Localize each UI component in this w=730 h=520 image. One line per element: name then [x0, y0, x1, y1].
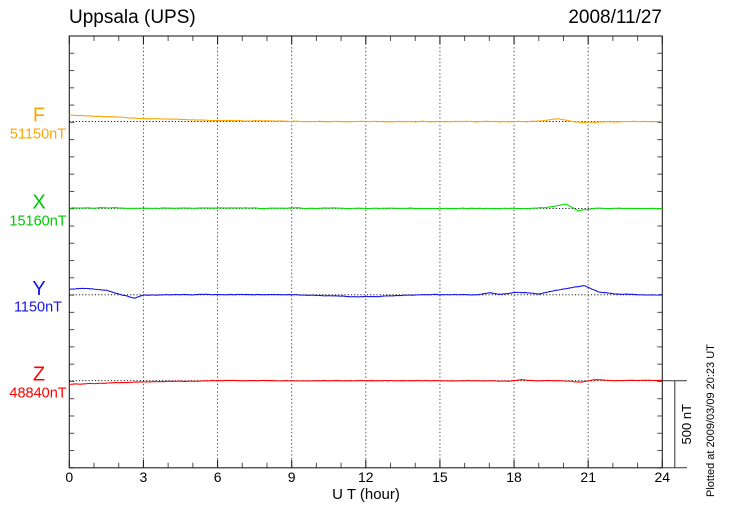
svg-text:48840nT: 48840nT: [9, 386, 66, 402]
svg-text:Plotted at 2009/03/09 20:23 UT: Plotted at 2009/03/09 20:23 UT: [705, 344, 717, 497]
svg-text:500 nT: 500 nT: [679, 404, 694, 445]
svg-text:Y: Y: [32, 278, 45, 300]
svg-text:18: 18: [506, 469, 522, 485]
svg-text:F: F: [33, 105, 45, 127]
svg-text:6: 6: [214, 469, 222, 485]
svg-text:Uppsala (UPS): Uppsala (UPS): [69, 7, 196, 28]
svg-text:21: 21: [580, 469, 596, 485]
svg-text:12: 12: [358, 469, 374, 485]
svg-text:9: 9: [288, 469, 296, 485]
svg-text:24: 24: [655, 469, 671, 485]
svg-text:X: X: [32, 191, 45, 213]
svg-text:15: 15: [432, 469, 448, 485]
svg-text:Z: Z: [33, 364, 45, 386]
svg-text:1150nT: 1150nT: [14, 300, 62, 316]
svg-text:0: 0: [65, 469, 73, 485]
svg-text:51150nT: 51150nT: [10, 127, 66, 143]
svg-text:15160nT: 15160nT: [9, 213, 66, 229]
svg-text:U T (hour): U T (hour): [332, 486, 400, 503]
svg-text:2008/11/27: 2008/11/27: [568, 7, 662, 28]
svg-text:3: 3: [140, 469, 148, 485]
